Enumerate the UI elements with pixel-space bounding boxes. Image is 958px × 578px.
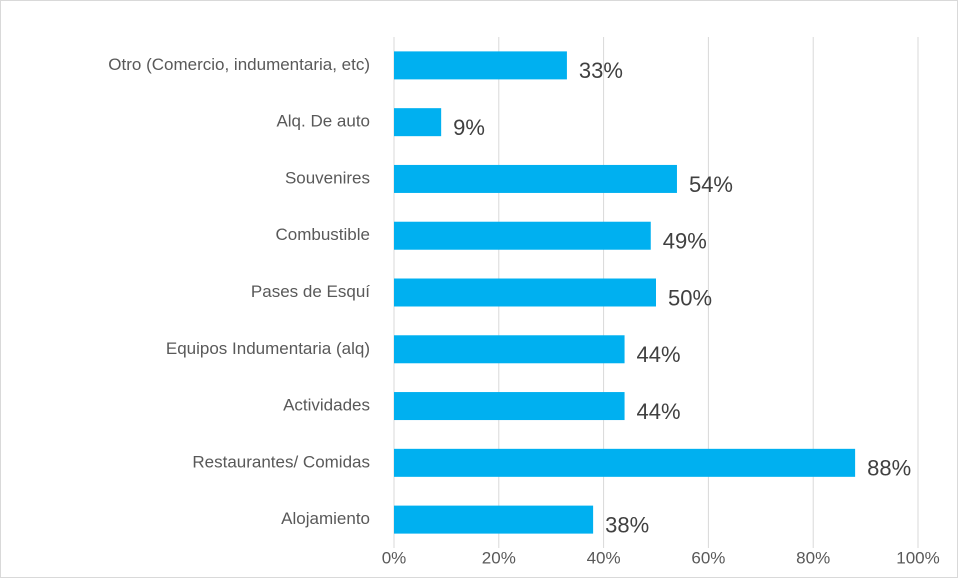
value-label: 38%: [605, 512, 649, 537]
bar: [394, 221, 651, 250]
bar: [394, 108, 442, 137]
value-label: 44%: [637, 399, 681, 424]
x-tick-label: 60%: [691, 548, 725, 567]
value-label: 49%: [663, 229, 707, 254]
value-label: 88%: [867, 456, 911, 481]
value-label: 50%: [668, 285, 712, 310]
bar: [394, 51, 567, 80]
value-label: 33%: [579, 58, 623, 83]
bar: [394, 164, 677, 193]
y-tick-label: Combustible: [276, 225, 371, 244]
y-tick-label: Otro (Comercio, indumentaria, etc): [108, 55, 370, 74]
bar: [394, 448, 856, 477]
x-tick-label: 80%: [796, 548, 830, 567]
x-tick-label: 40%: [587, 548, 621, 567]
value-label: 9%: [453, 115, 485, 140]
bar: [394, 392, 625, 421]
y-tick-label: Pases de Esquí: [251, 282, 370, 301]
y-tick-label: Equipos Indumentaria (alq): [166, 339, 370, 358]
x-tick-label: 0%: [382, 548, 407, 567]
bar: [394, 505, 594, 534]
y-tick-label: Alq. De auto: [276, 112, 370, 131]
y-tick-label: Actividades: [283, 396, 370, 415]
x-tick-label: 100%: [896, 548, 939, 567]
bar: [394, 278, 656, 307]
value-label: 44%: [637, 342, 681, 367]
value-label: 54%: [689, 172, 733, 197]
x-tick-label: 20%: [482, 548, 516, 567]
y-tick-label: Alojamiento: [281, 509, 370, 528]
y-tick-label: Souvenires: [285, 168, 370, 187]
bar: [394, 335, 625, 364]
y-tick-label: Restaurantes/ Comidas: [192, 452, 370, 471]
